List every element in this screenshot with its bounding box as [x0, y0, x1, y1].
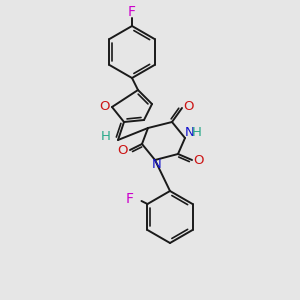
- Text: O: O: [183, 100, 193, 112]
- Text: O: O: [194, 154, 204, 166]
- Text: H: H: [192, 127, 202, 140]
- Text: H: H: [101, 130, 111, 143]
- Text: N: N: [185, 127, 195, 140]
- Text: N: N: [152, 158, 162, 170]
- Text: F: F: [125, 192, 134, 206]
- Text: F: F: [128, 5, 136, 19]
- Text: O: O: [99, 100, 109, 113]
- Text: O: O: [118, 143, 128, 157]
